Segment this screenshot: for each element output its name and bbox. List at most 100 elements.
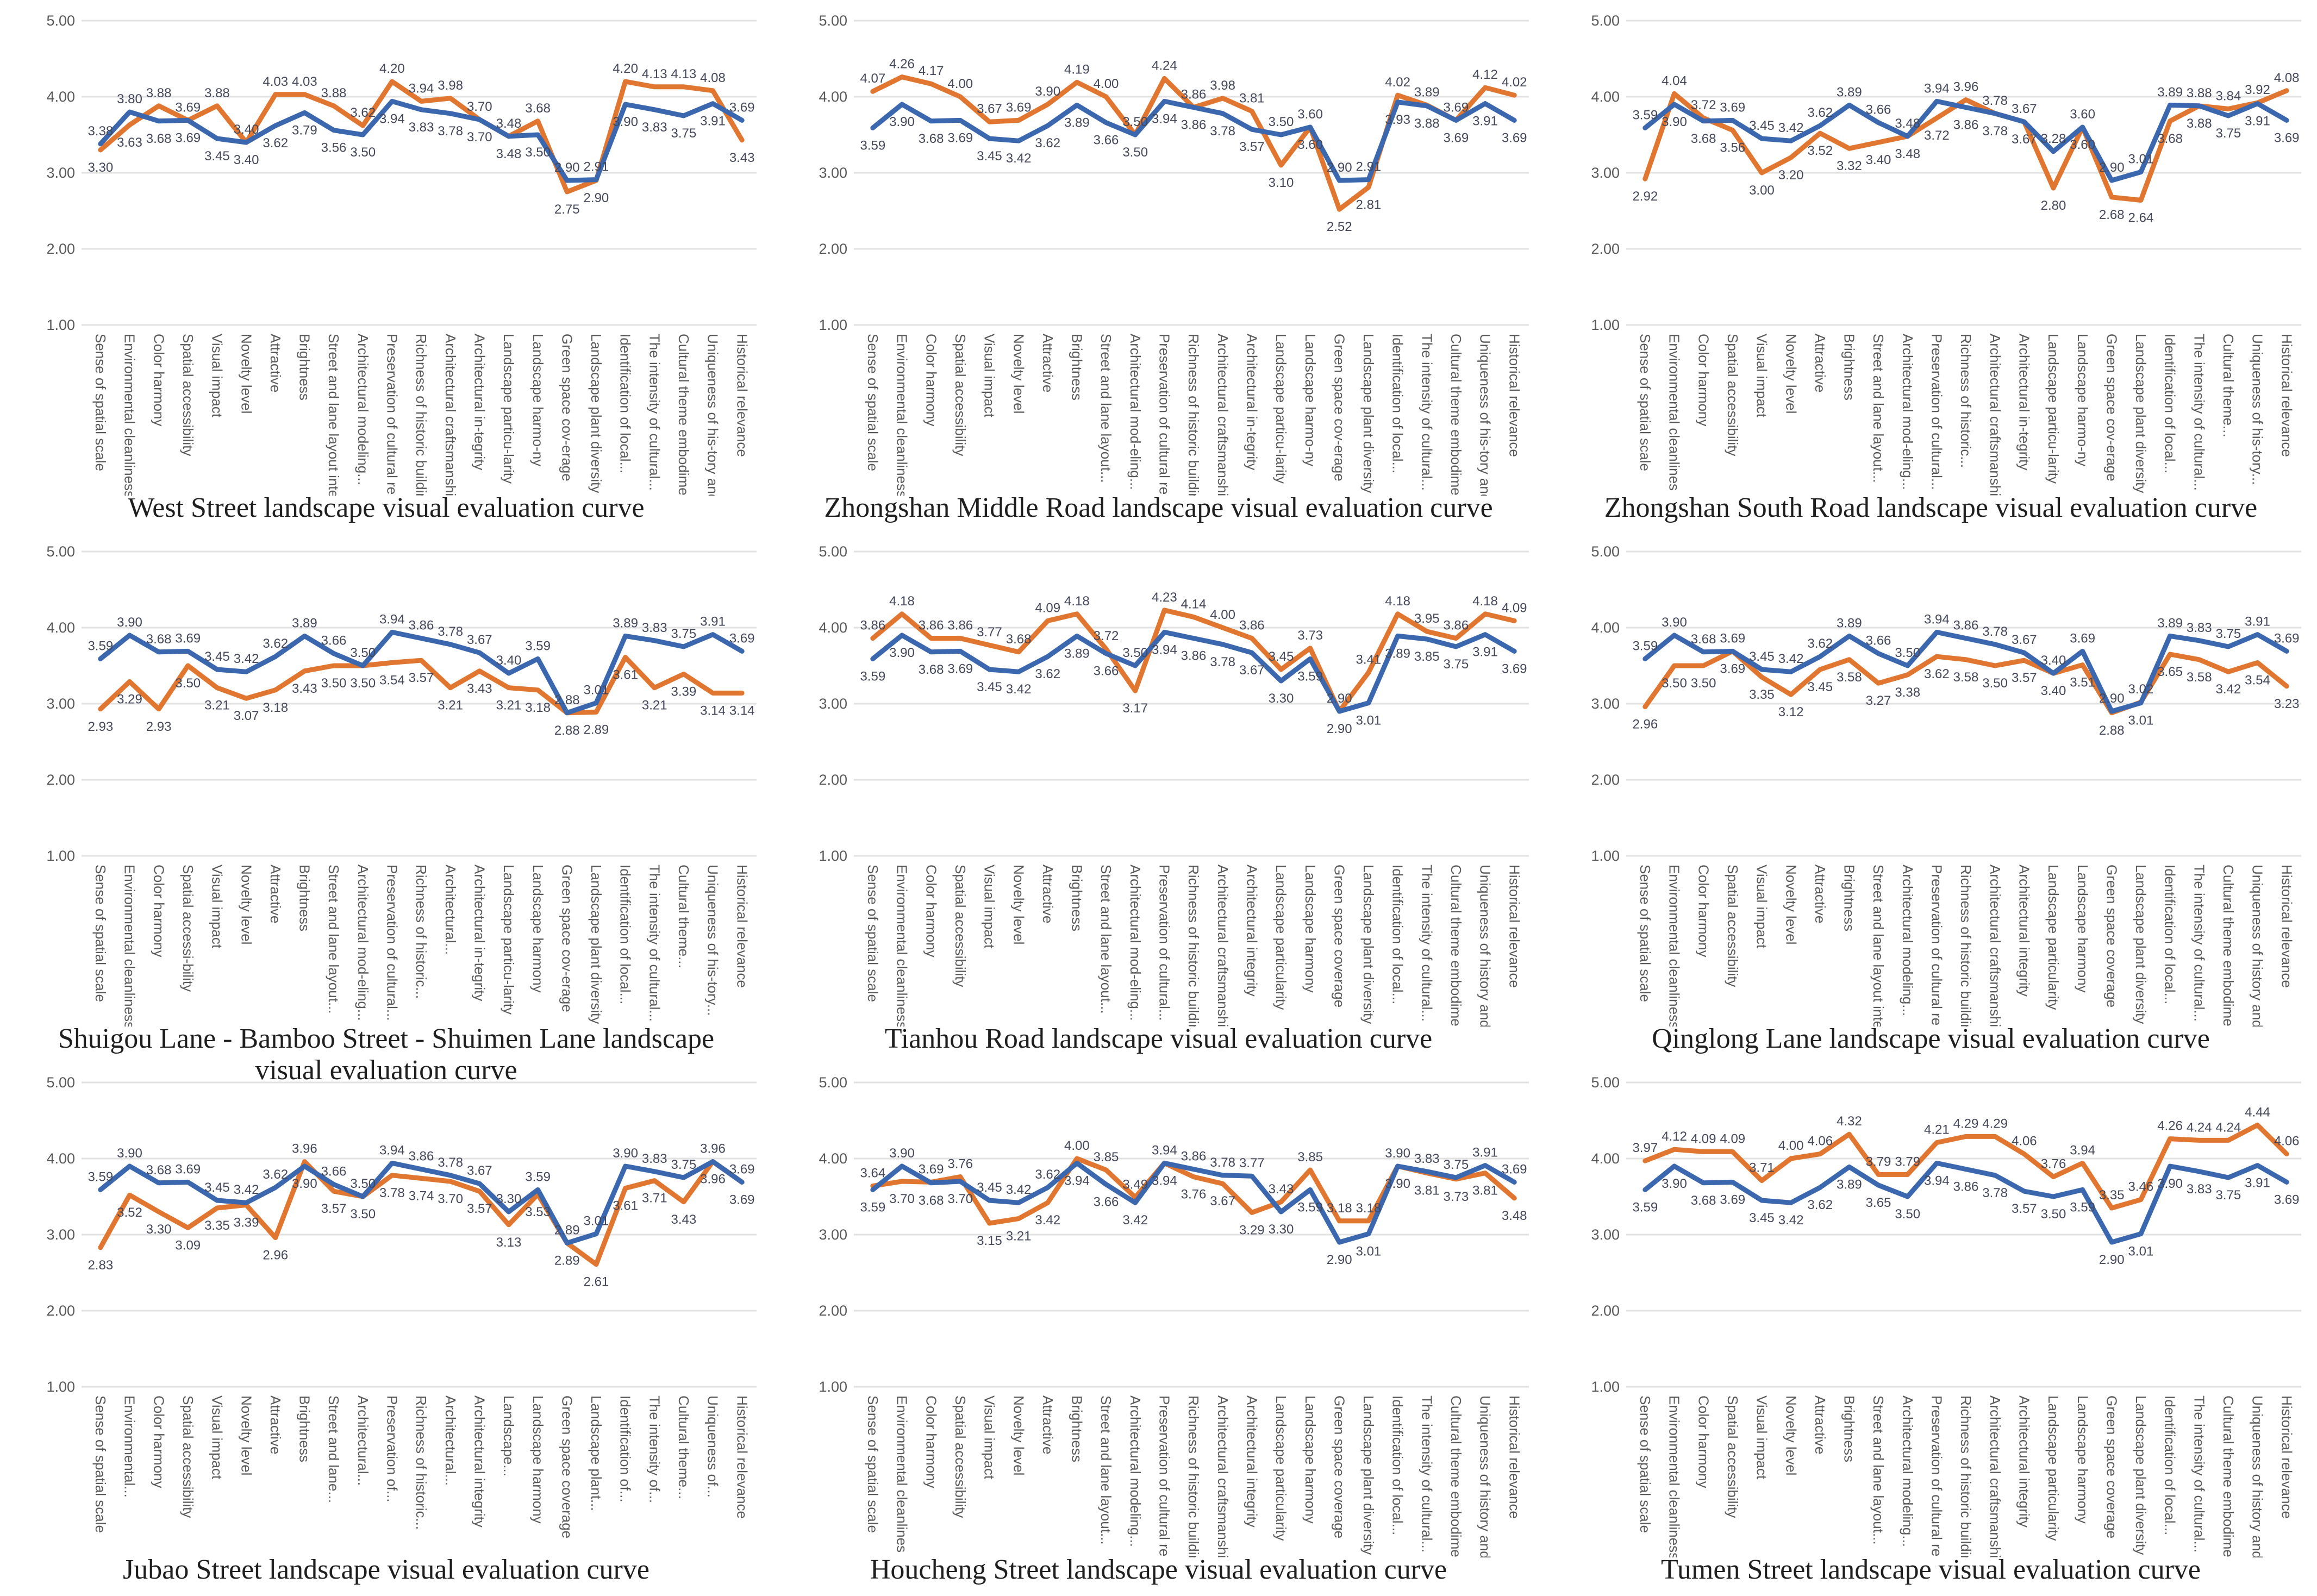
data-label-orange: 3.57 [409, 671, 434, 685]
data-label-blue: 3.65 [1866, 1196, 1891, 1210]
line-chart-zhongshan-south-road: 5.00 4.00 3.00 2.00 1.00 3.59 2.92 3.90 4.04 3.68… [1591, 12, 2301, 496]
category-label: Visual impact [209, 1395, 226, 1480]
series-line-blue [1642, 629, 2289, 714]
data-label-orange: 3.27 [1866, 693, 1891, 708]
category-label: Uniqueness of history and [2250, 865, 2266, 1027]
y-tick-label: 1.00 [1591, 317, 1620, 333]
data-label-blue: 3.40 [2041, 653, 2066, 668]
category-label: Spatial accessi-bility [180, 865, 196, 992]
y-tick-label: 4.00 [46, 619, 75, 636]
data-label-blue: 3.30 [1269, 1222, 1294, 1237]
category-label: Novelty level [238, 1395, 254, 1475]
data-label-orange: 3.73 [1444, 1190, 1469, 1204]
category-label: Landscape particularity [1273, 1395, 1289, 1541]
category-label: Visual impact [1754, 1395, 1770, 1480]
data-label-blue: 3.45 [1749, 118, 1775, 133]
data-label-orange: 2.96 [1632, 717, 1658, 732]
category-label: Landscape particularity [2045, 1395, 2062, 1541]
data-label-orange: 3.94 [1152, 1173, 1177, 1188]
data-label-orange: 3.43 [467, 681, 492, 696]
category-label: Architectural mod-eling... [1127, 334, 1144, 490]
data-label-blue: 3.86 [1953, 1180, 1979, 1194]
data-label-orange: 2.89 [554, 1253, 580, 1268]
data-label-blue: 3.67 [1239, 663, 1265, 678]
y-tick-label: 3.00 [46, 696, 75, 712]
data-label-blue: 3.90 [2157, 1176, 2183, 1191]
data-label-blue: 3.62 [1807, 105, 1833, 120]
data-label-orange: 4.14 [1181, 597, 1207, 611]
data-label-blue: 3.57 [1239, 140, 1265, 154]
data-label-blue: 3.45 [977, 149, 1002, 164]
data-label-orange: 3.62 [1924, 667, 1950, 681]
data-label-orange: 4.03 [292, 74, 317, 89]
data-label-orange: 3.14 [729, 703, 755, 718]
data-label-orange: 4.06 [2274, 1134, 2300, 1149]
y-tick-label: 1.00 [1591, 1379, 1620, 1395]
category-label: The intensity of cultural... [2191, 334, 2207, 491]
category-label: Brightness [1069, 1395, 1085, 1462]
data-label-blue: 3.01 [1356, 1244, 1382, 1259]
data-label-blue: 3.01 [584, 683, 609, 698]
category-label: Landscape harmo-ny [2075, 334, 2091, 466]
data-label-orange: 3.86 [1181, 118, 1207, 133]
chart-cell-tumen-street: 5.00 4.00 3.00 2.00 1.00 3.59 3.97 3.90 4.12 3.68… [1545, 1065, 2317, 1596]
series-line-orange [98, 655, 745, 716]
data-label-orange: 3.81 [1414, 1184, 1440, 1198]
data-label-blue: 3.48 [1895, 116, 1920, 131]
data-label-orange: 3.00 [1749, 183, 1775, 198]
line-chart-qinglong-lane: 5.00 4.00 3.00 2.00 1.00 3.59 2.96 3.90 3.50 3.68… [1591, 543, 2301, 1027]
data-label-orange: 3.84 [2216, 89, 2241, 103]
data-label-orange: 3.40 [1866, 153, 1891, 167]
y-tick-label: 2.00 [46, 241, 75, 257]
data-label-orange: 3.58 [1953, 670, 1979, 685]
category-label: Sense of spatial scale [1637, 334, 1653, 471]
data-label-orange: 3.48 [496, 147, 522, 161]
category-label: Architectural integrity [1244, 1395, 1260, 1528]
data-label-blue: 2.91 [584, 160, 609, 174]
data-label-orange: 4.20 [379, 61, 405, 76]
data-label-blue: 3.45 [204, 649, 230, 664]
category-label: Landscape plant diversity [1360, 334, 1377, 493]
series-line-orange [98, 79, 745, 195]
data-label-blue: 3.89 [292, 616, 317, 630]
category-label: Identification of local... [2162, 1395, 2178, 1535]
data-label-orange: 3.74 [409, 1188, 434, 1203]
data-label-blue: 3.42 [1778, 652, 1804, 666]
data-label-orange: 3.78 [379, 1186, 405, 1200]
data-label-orange: 3.57 [321, 1201, 347, 1216]
data-label-blue: 3.94 [1924, 612, 1950, 627]
category-label: The intensity of cultural... [1419, 334, 1435, 491]
category-label: Uniqueness of... [705, 1395, 721, 1498]
data-label-blue: 3.78 [1982, 93, 2008, 108]
category-label: Richness of historic buildings [413, 334, 429, 496]
category-label: Attractive [1040, 334, 1056, 392]
category-label: Preservation of cultural... [384, 865, 401, 1021]
y-tick-label: 4.00 [819, 1150, 847, 1167]
data-label-orange: 4.21 [1924, 1123, 1950, 1137]
category-label: Identification of local... [1390, 865, 1406, 1004]
data-label-orange: 3.50 [350, 1207, 376, 1222]
data-label-orange: 3.53 [525, 1205, 551, 1219]
data-label-blue: 3.78 [1982, 624, 2008, 639]
y-tick-label: 4.00 [819, 89, 847, 105]
category-label: Preservation of cultural relics [1929, 1395, 1945, 1557]
category-label: Color harmony [151, 1395, 167, 1488]
category-label: Historical relevance [734, 1395, 750, 1519]
data-label-blue: 3.90 [117, 1146, 142, 1161]
data-label-orange: 3.49 [1122, 1177, 1148, 1192]
category-label: Attractive [267, 865, 284, 923]
category-label: Novelty level [1010, 334, 1027, 414]
data-label-blue: 3.94 [379, 612, 405, 627]
category-label: Novelty level [1010, 865, 1027, 944]
category-label: Preservation of cultural rel [1929, 865, 1945, 1027]
data-label-blue: 3.62 [263, 636, 288, 651]
data-label-blue: 3.62 [263, 136, 288, 151]
data-label-blue: 3.62 [1035, 667, 1060, 681]
category-label: Landscape harmony [2075, 865, 2091, 993]
category-label: Spatial accessibility [952, 334, 969, 456]
data-label-blue: 3.69 [1720, 1192, 1745, 1207]
category-label: Historical relevance [1506, 1395, 1522, 1519]
data-label-orange: 3.97 [1632, 1141, 1658, 1155]
data-label-orange: 3.68 [2157, 132, 2183, 146]
category-label: Brightness [1069, 334, 1085, 400]
